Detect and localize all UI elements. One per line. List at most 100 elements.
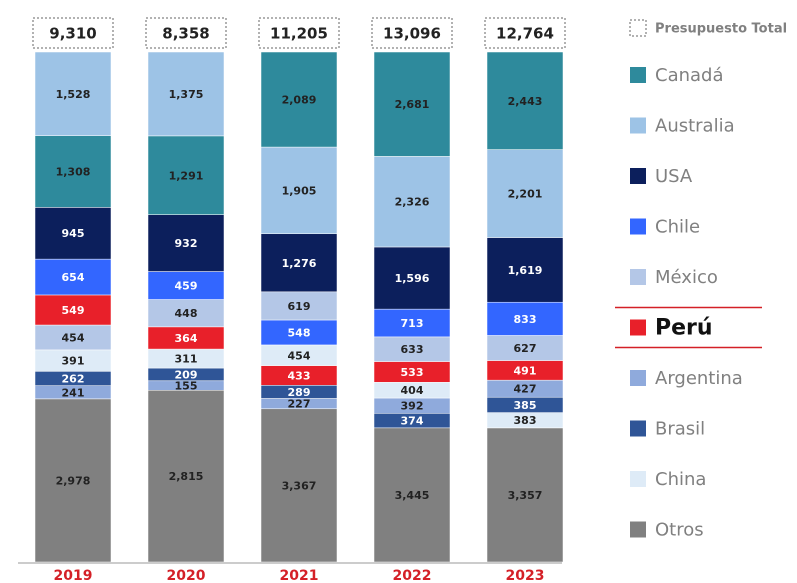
bar-segment — [486, 237, 564, 303]
segment-label: 404 — [401, 384, 424, 397]
bar-segment — [147, 271, 225, 300]
legend-label: China — [655, 469, 706, 490]
segment-label: 2,815 — [169, 470, 204, 483]
total-box — [371, 17, 453, 49]
segment-label: 454 — [288, 349, 311, 362]
segment-label: 459 — [175, 280, 198, 293]
bar-segment — [373, 51, 451, 157]
legend-label: Argentina — [655, 368, 743, 389]
segment-label: 241 — [62, 386, 85, 399]
bar-segment — [34, 207, 112, 260]
bar-segment — [147, 390, 225, 563]
total-box — [484, 17, 566, 49]
bar-segment — [34, 51, 112, 136]
bar-segment — [260, 146, 338, 235]
segment-label: 1,905 — [282, 184, 317, 197]
legend-swatch — [629, 19, 647, 37]
total-box — [258, 17, 340, 49]
segment-label: 262 — [62, 372, 85, 385]
legend-swatch — [630, 218, 646, 235]
bar-segment — [34, 258, 112, 296]
bar-segment — [260, 233, 338, 293]
segment-label: 549 — [62, 304, 85, 317]
legend-swatch — [630, 319, 646, 336]
legend-swatch — [630, 269, 646, 285]
x-tick-label: 2022 — [393, 568, 432, 583]
segment-label: 491 — [514, 364, 537, 377]
segment-label: 454 — [62, 331, 85, 344]
segment-label: 155 — [175, 380, 198, 393]
segment-label: 392 — [401, 400, 424, 413]
segment-label: 833 — [514, 313, 537, 326]
segment-label: 2,681 — [395, 98, 430, 111]
bar-segment — [147, 51, 225, 137]
bar-segment — [373, 336, 451, 362]
bar-segment — [147, 135, 225, 215]
segment-label: 627 — [514, 342, 537, 355]
bar-segment — [260, 291, 338, 321]
bar-segment — [486, 51, 564, 150]
bar-segment — [373, 308, 451, 338]
segment-label: 533 — [401, 366, 424, 379]
legend-label: Australia — [655, 116, 735, 137]
bar-segment — [260, 408, 338, 563]
segment-label: 2,201 — [508, 188, 543, 201]
segment-label: 1,596 — [395, 272, 430, 285]
legend-label: USA — [655, 166, 693, 187]
legend-label: Canadá — [655, 65, 724, 86]
segment-label: 427 — [514, 383, 537, 396]
bar-segment — [373, 246, 451, 310]
segment-label: 932 — [175, 237, 198, 250]
legend-label: Otros — [655, 520, 704, 541]
segment-label: 385 — [514, 399, 537, 412]
segment-label: 1,619 — [508, 264, 543, 277]
segment-label: 654 — [62, 271, 85, 284]
bar-segment — [34, 294, 112, 326]
segment-label: 1,528 — [56, 88, 91, 101]
segment-label: 383 — [514, 414, 537, 427]
legend-label: Brasil — [655, 419, 705, 440]
segment-label: 1,276 — [282, 257, 317, 270]
segment-label: 2,978 — [56, 474, 91, 487]
bar-segment — [147, 214, 225, 272]
total-label: 13,096 — [383, 25, 441, 43]
segment-label: 3,357 — [508, 489, 543, 502]
x-tick-label: 2020 — [167, 568, 206, 583]
segment-label: 1,375 — [169, 88, 204, 101]
bar-segment — [260, 319, 338, 346]
segment-label: 3,367 — [282, 479, 317, 492]
segment-label: 1,291 — [169, 169, 204, 182]
segment-label: 2,326 — [395, 196, 430, 209]
legend-swatch — [630, 168, 646, 184]
legend-label: Perú — [655, 316, 713, 341]
segment-label: 289 — [288, 386, 311, 399]
segment-label: 311 — [175, 353, 198, 366]
bar-segment — [486, 301, 564, 336]
legend-label: Chile — [655, 217, 700, 238]
legend-swatch — [630, 370, 646, 386]
x-tick-label: 2021 — [280, 568, 319, 583]
segment-label: 227 — [288, 398, 311, 411]
bar-segment — [147, 299, 225, 328]
legend-swatch — [630, 521, 646, 538]
legend-swatch — [630, 67, 646, 83]
segment-label: 433 — [288, 369, 311, 382]
bar-segment — [373, 427, 451, 563]
segment-label: 945 — [62, 227, 85, 240]
legend-label: Presupuesto Total — [655, 22, 787, 37]
bar-segment — [486, 335, 564, 361]
total-label: 8,358 — [162, 25, 209, 43]
bar-segment — [486, 427, 564, 563]
legend-swatch — [630, 420, 646, 437]
segment-label: 3,445 — [395, 489, 430, 502]
segment-label: 448 — [175, 307, 198, 320]
bar-segment — [34, 324, 112, 351]
segment-label: 713 — [401, 317, 424, 330]
segment-label: 1,308 — [56, 166, 91, 179]
bar-segment — [373, 156, 451, 248]
legend-swatch — [630, 471, 646, 487]
segment-label: 619 — [288, 300, 311, 313]
x-tick-label: 2019 — [54, 568, 93, 583]
segment-label: 548 — [288, 326, 311, 339]
